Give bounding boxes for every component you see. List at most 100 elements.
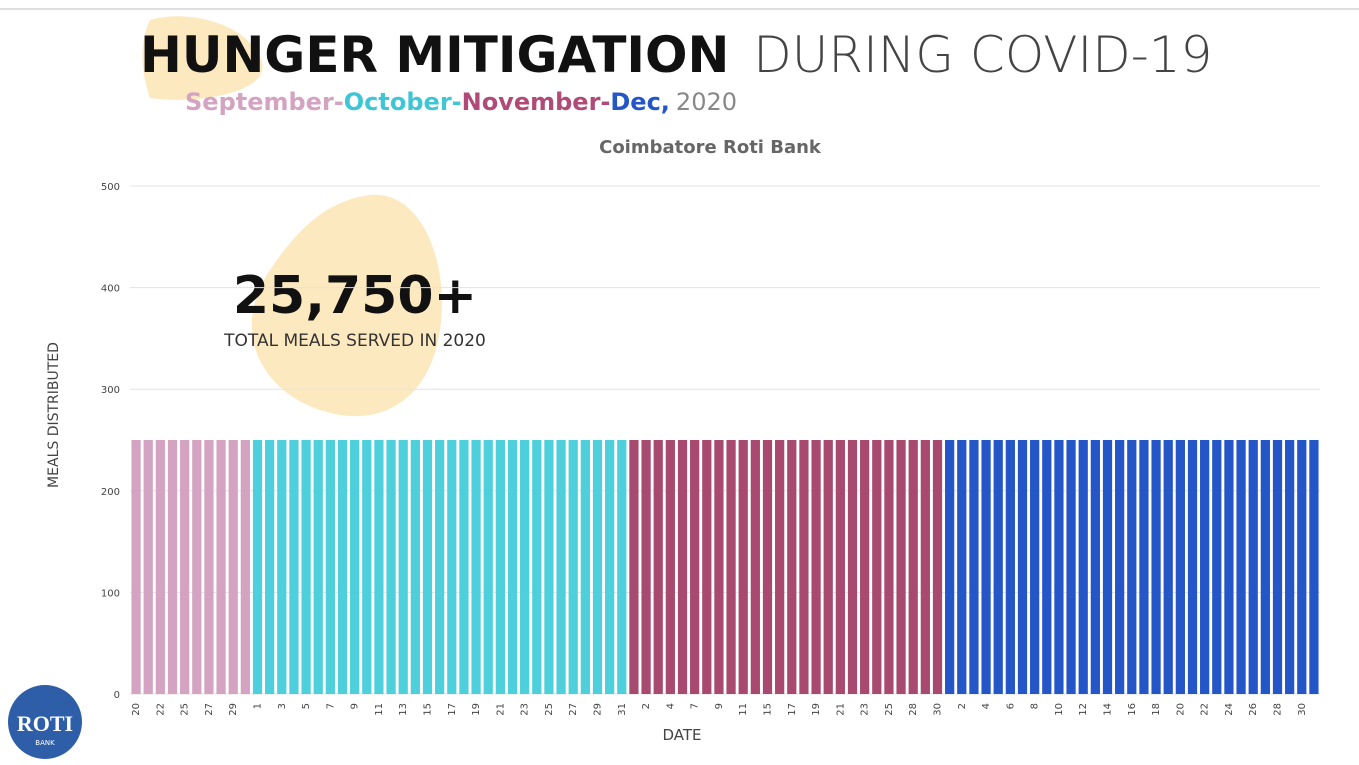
x-tick-label: 15 xyxy=(763,703,774,716)
bar xyxy=(1017,440,1028,694)
bar xyxy=(860,440,870,694)
bar xyxy=(471,440,481,694)
bar xyxy=(265,440,275,694)
bar xyxy=(738,440,748,694)
bar xyxy=(1042,440,1052,694)
bar xyxy=(350,440,360,694)
bar xyxy=(665,440,675,694)
x-tick-label: 9 xyxy=(714,703,725,709)
bar xyxy=(544,440,554,694)
x-tick-label: 14 xyxy=(1103,703,1114,716)
subtitle-part: November- xyxy=(462,88,611,116)
x-tick-label: 11 xyxy=(738,703,749,716)
bar xyxy=(847,440,858,694)
bar xyxy=(945,440,955,694)
bar xyxy=(167,440,178,694)
x-tick-label: 9 xyxy=(350,703,361,709)
x-tick-label: 19 xyxy=(811,703,822,716)
bar xyxy=(313,440,323,694)
bar xyxy=(1248,440,1258,694)
logo-text: ROTI xyxy=(17,711,73,736)
y-tick-label: 100 xyxy=(101,588,120,599)
bar xyxy=(957,440,967,694)
bar xyxy=(932,440,943,694)
x-axis-label: DATE xyxy=(662,726,701,744)
bar xyxy=(726,440,736,694)
bar xyxy=(605,440,615,694)
bar xyxy=(386,440,396,694)
y-tick-label: 400 xyxy=(101,284,120,295)
x-tick-label: 27 xyxy=(568,703,579,716)
bar xyxy=(277,440,287,694)
logo-subtext: BANK xyxy=(35,739,55,747)
bar xyxy=(969,440,979,694)
chart-title: Coimbatore Roti Bank xyxy=(599,137,822,158)
bar xyxy=(811,440,821,694)
bar xyxy=(580,440,590,694)
bar xyxy=(799,440,809,694)
x-tick-label: 30 xyxy=(933,703,944,716)
bar xyxy=(1236,440,1246,694)
bar xyxy=(459,440,469,694)
bar xyxy=(787,440,797,694)
bar xyxy=(362,440,372,694)
subtitle-part: October- xyxy=(344,88,462,116)
x-tick-label: 2 xyxy=(641,703,652,709)
bar xyxy=(641,440,651,694)
y-tick-label: 0 xyxy=(114,690,120,701)
title-bold: HUNGER MITIGATION xyxy=(140,26,729,84)
x-tick-label: 3 xyxy=(277,703,288,709)
x-tick-label: 1 xyxy=(253,703,264,709)
x-tick-label: 31 xyxy=(617,703,628,716)
subtitle-part: September- xyxy=(185,88,344,116)
bar xyxy=(447,440,457,694)
bar xyxy=(1175,440,1185,694)
x-tick-label: 16 xyxy=(1127,703,1138,716)
x-tick-label: 4 xyxy=(665,703,676,709)
bar xyxy=(495,440,505,694)
x-tick-label: 23 xyxy=(860,703,871,716)
bar xyxy=(192,440,202,694)
bar xyxy=(823,440,833,694)
y-tick-label: 300 xyxy=(101,385,120,396)
x-tick-label: 24 xyxy=(1224,703,1235,716)
bar xyxy=(1272,440,1283,694)
x-tick-label: 25 xyxy=(180,703,191,716)
x-tick-label: 28 xyxy=(1273,703,1284,716)
bar xyxy=(981,440,991,694)
bar xyxy=(301,440,311,694)
bar xyxy=(1054,440,1064,694)
bar xyxy=(617,440,627,694)
title-light: DURING COVID-19 xyxy=(753,26,1212,84)
bar xyxy=(677,440,688,694)
x-tick-label: 6 xyxy=(1005,703,1016,709)
x-tick-label: 11 xyxy=(374,703,385,716)
bar xyxy=(422,440,433,694)
bar xyxy=(1260,440,1270,694)
x-tick-label: 20 xyxy=(1175,703,1186,716)
decor-blob xyxy=(251,194,442,417)
x-tick-label: 8 xyxy=(1030,703,1041,709)
x-tick-label: 20 xyxy=(131,703,142,716)
x-tick-label: 12 xyxy=(1078,703,1089,716)
bar xyxy=(690,440,700,694)
x-tick-label: 18 xyxy=(1151,703,1162,716)
bar xyxy=(568,440,578,694)
bar xyxy=(240,440,250,694)
bar xyxy=(507,440,518,694)
bar xyxy=(180,440,190,694)
x-tick-label: 30 xyxy=(1297,703,1308,716)
annotation-text: TOTAL MEALS SERVED IN 2020 xyxy=(223,331,486,351)
bar xyxy=(435,440,445,694)
bar xyxy=(374,440,384,694)
bar xyxy=(1224,440,1234,694)
x-tick-label: 2 xyxy=(957,703,968,709)
bar xyxy=(1151,440,1161,694)
bar xyxy=(653,440,663,694)
x-tick-label: 7 xyxy=(690,703,701,709)
x-tick-label: 26 xyxy=(1248,703,1259,716)
bar xyxy=(920,440,930,694)
bar xyxy=(398,440,408,694)
x-tick-label: 28 xyxy=(908,703,919,716)
